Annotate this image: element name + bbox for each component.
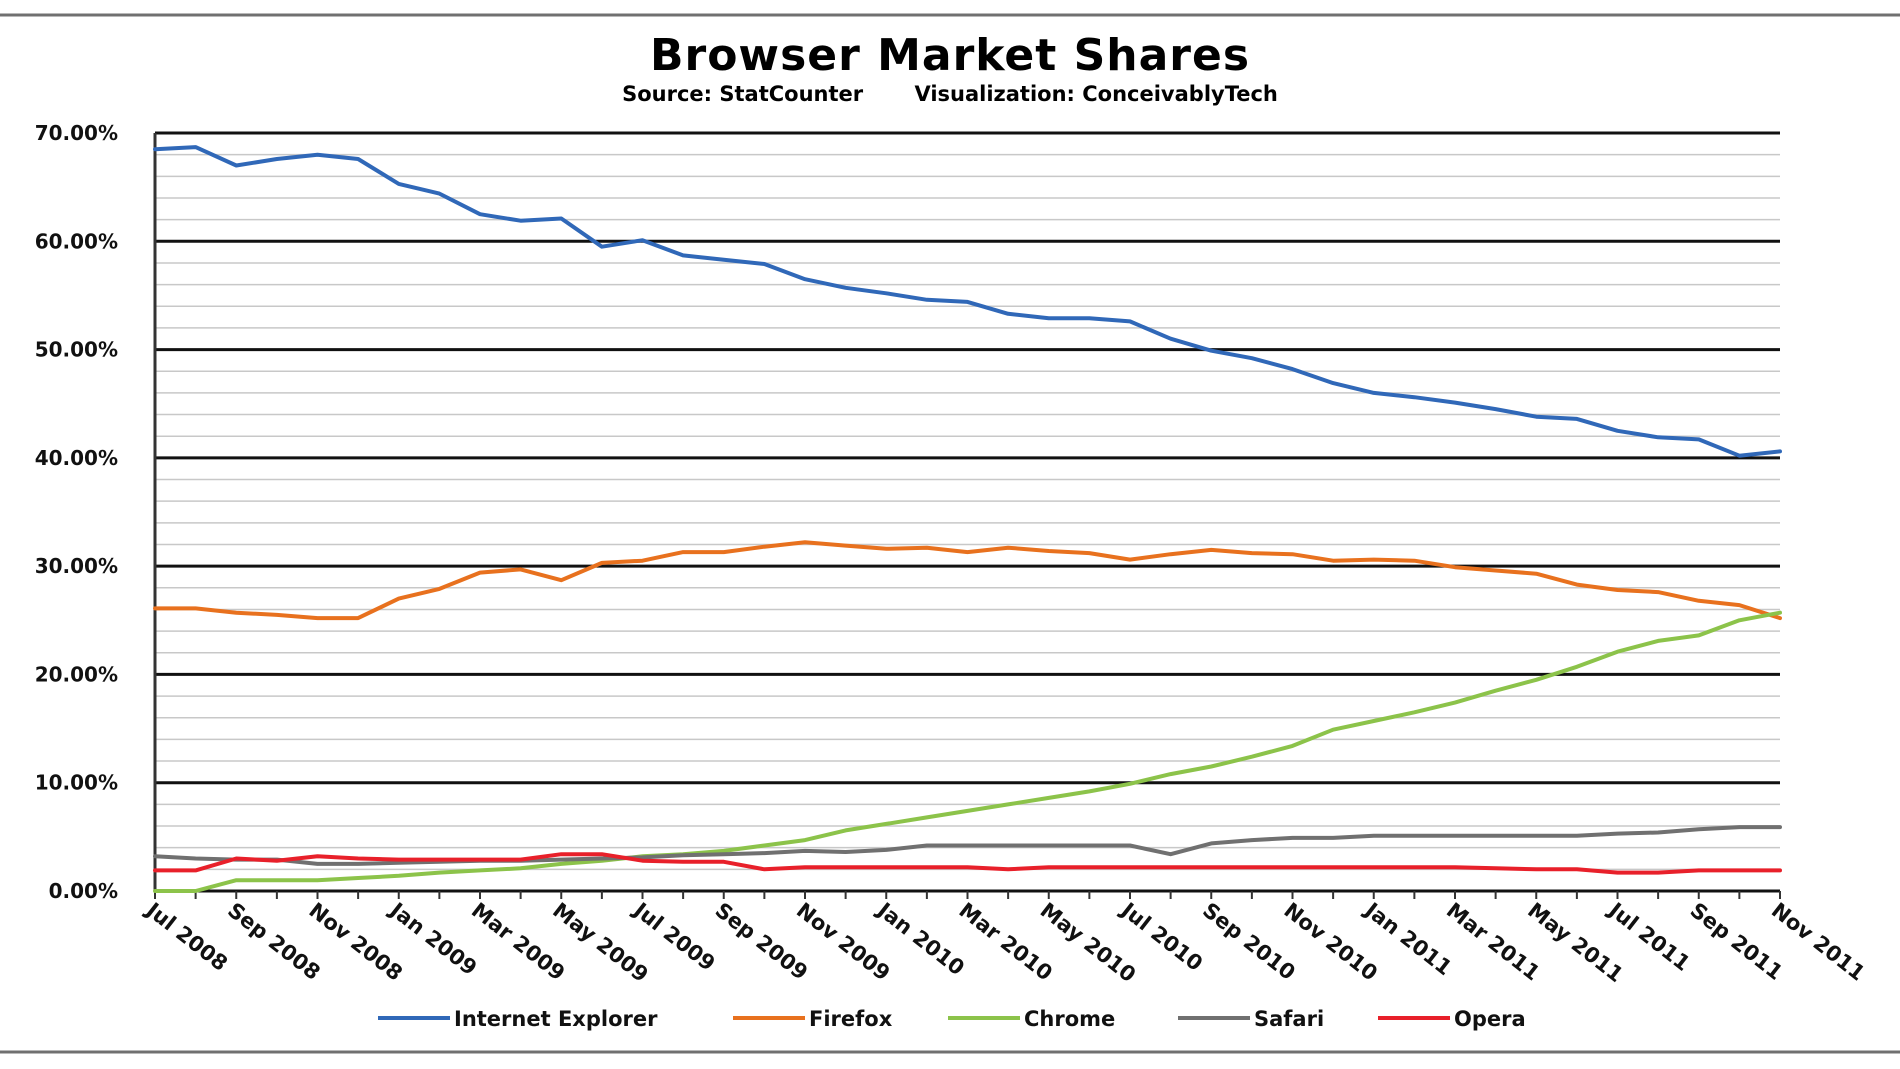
legend-label-chrome: Chrome (1024, 1007, 1115, 1031)
y-tick-label: 0.00% (49, 879, 118, 903)
chart-title: Browser Market Shares (649, 30, 1251, 81)
y-tick-label: 20.00% (35, 662, 118, 686)
series-line-chrome (153, 610, 1782, 893)
legend-label-opera: Opera (1454, 1007, 1526, 1031)
series-line-firefox (153, 540, 1782, 621)
y-tick-label: 40.00% (35, 446, 118, 470)
source-label: Source: StatCounter (622, 82, 864, 106)
chart-subtitle: Source: StatCounter Visualization: Conce… (0, 82, 1900, 106)
y-tick-label: 10.00% (35, 771, 118, 795)
y-tick-label: 60.00% (35, 229, 118, 253)
legend-label-safari: Safari (1254, 1007, 1324, 1031)
series-line-internet-explorer (153, 145, 1782, 458)
y-tick-label: 30.00% (35, 554, 118, 578)
x-tick-label: Nov 2011 (1767, 898, 1870, 986)
series-line-opera (153, 852, 1782, 875)
legend: Internet Explorer Firefox Chrome Safari Oper… (378, 1007, 1526, 1031)
legend-label-internet-explorer: Internet Explorer (454, 1007, 658, 1031)
legend-label-firefox: Firefox (809, 1007, 893, 1031)
y-tick-label: 70.00% (35, 121, 118, 145)
visualization-label: Visualization: ConceivablyTech (914, 82, 1278, 106)
series-line-safari (153, 825, 1782, 866)
plot-area: 0.00% 10.00% 20.00% 30.00% 40.00% 50.00% 60.00… (35, 121, 1870, 987)
y-tick-label: 50.00% (35, 338, 118, 362)
x-tick-label: Jul 2008 (140, 897, 232, 976)
